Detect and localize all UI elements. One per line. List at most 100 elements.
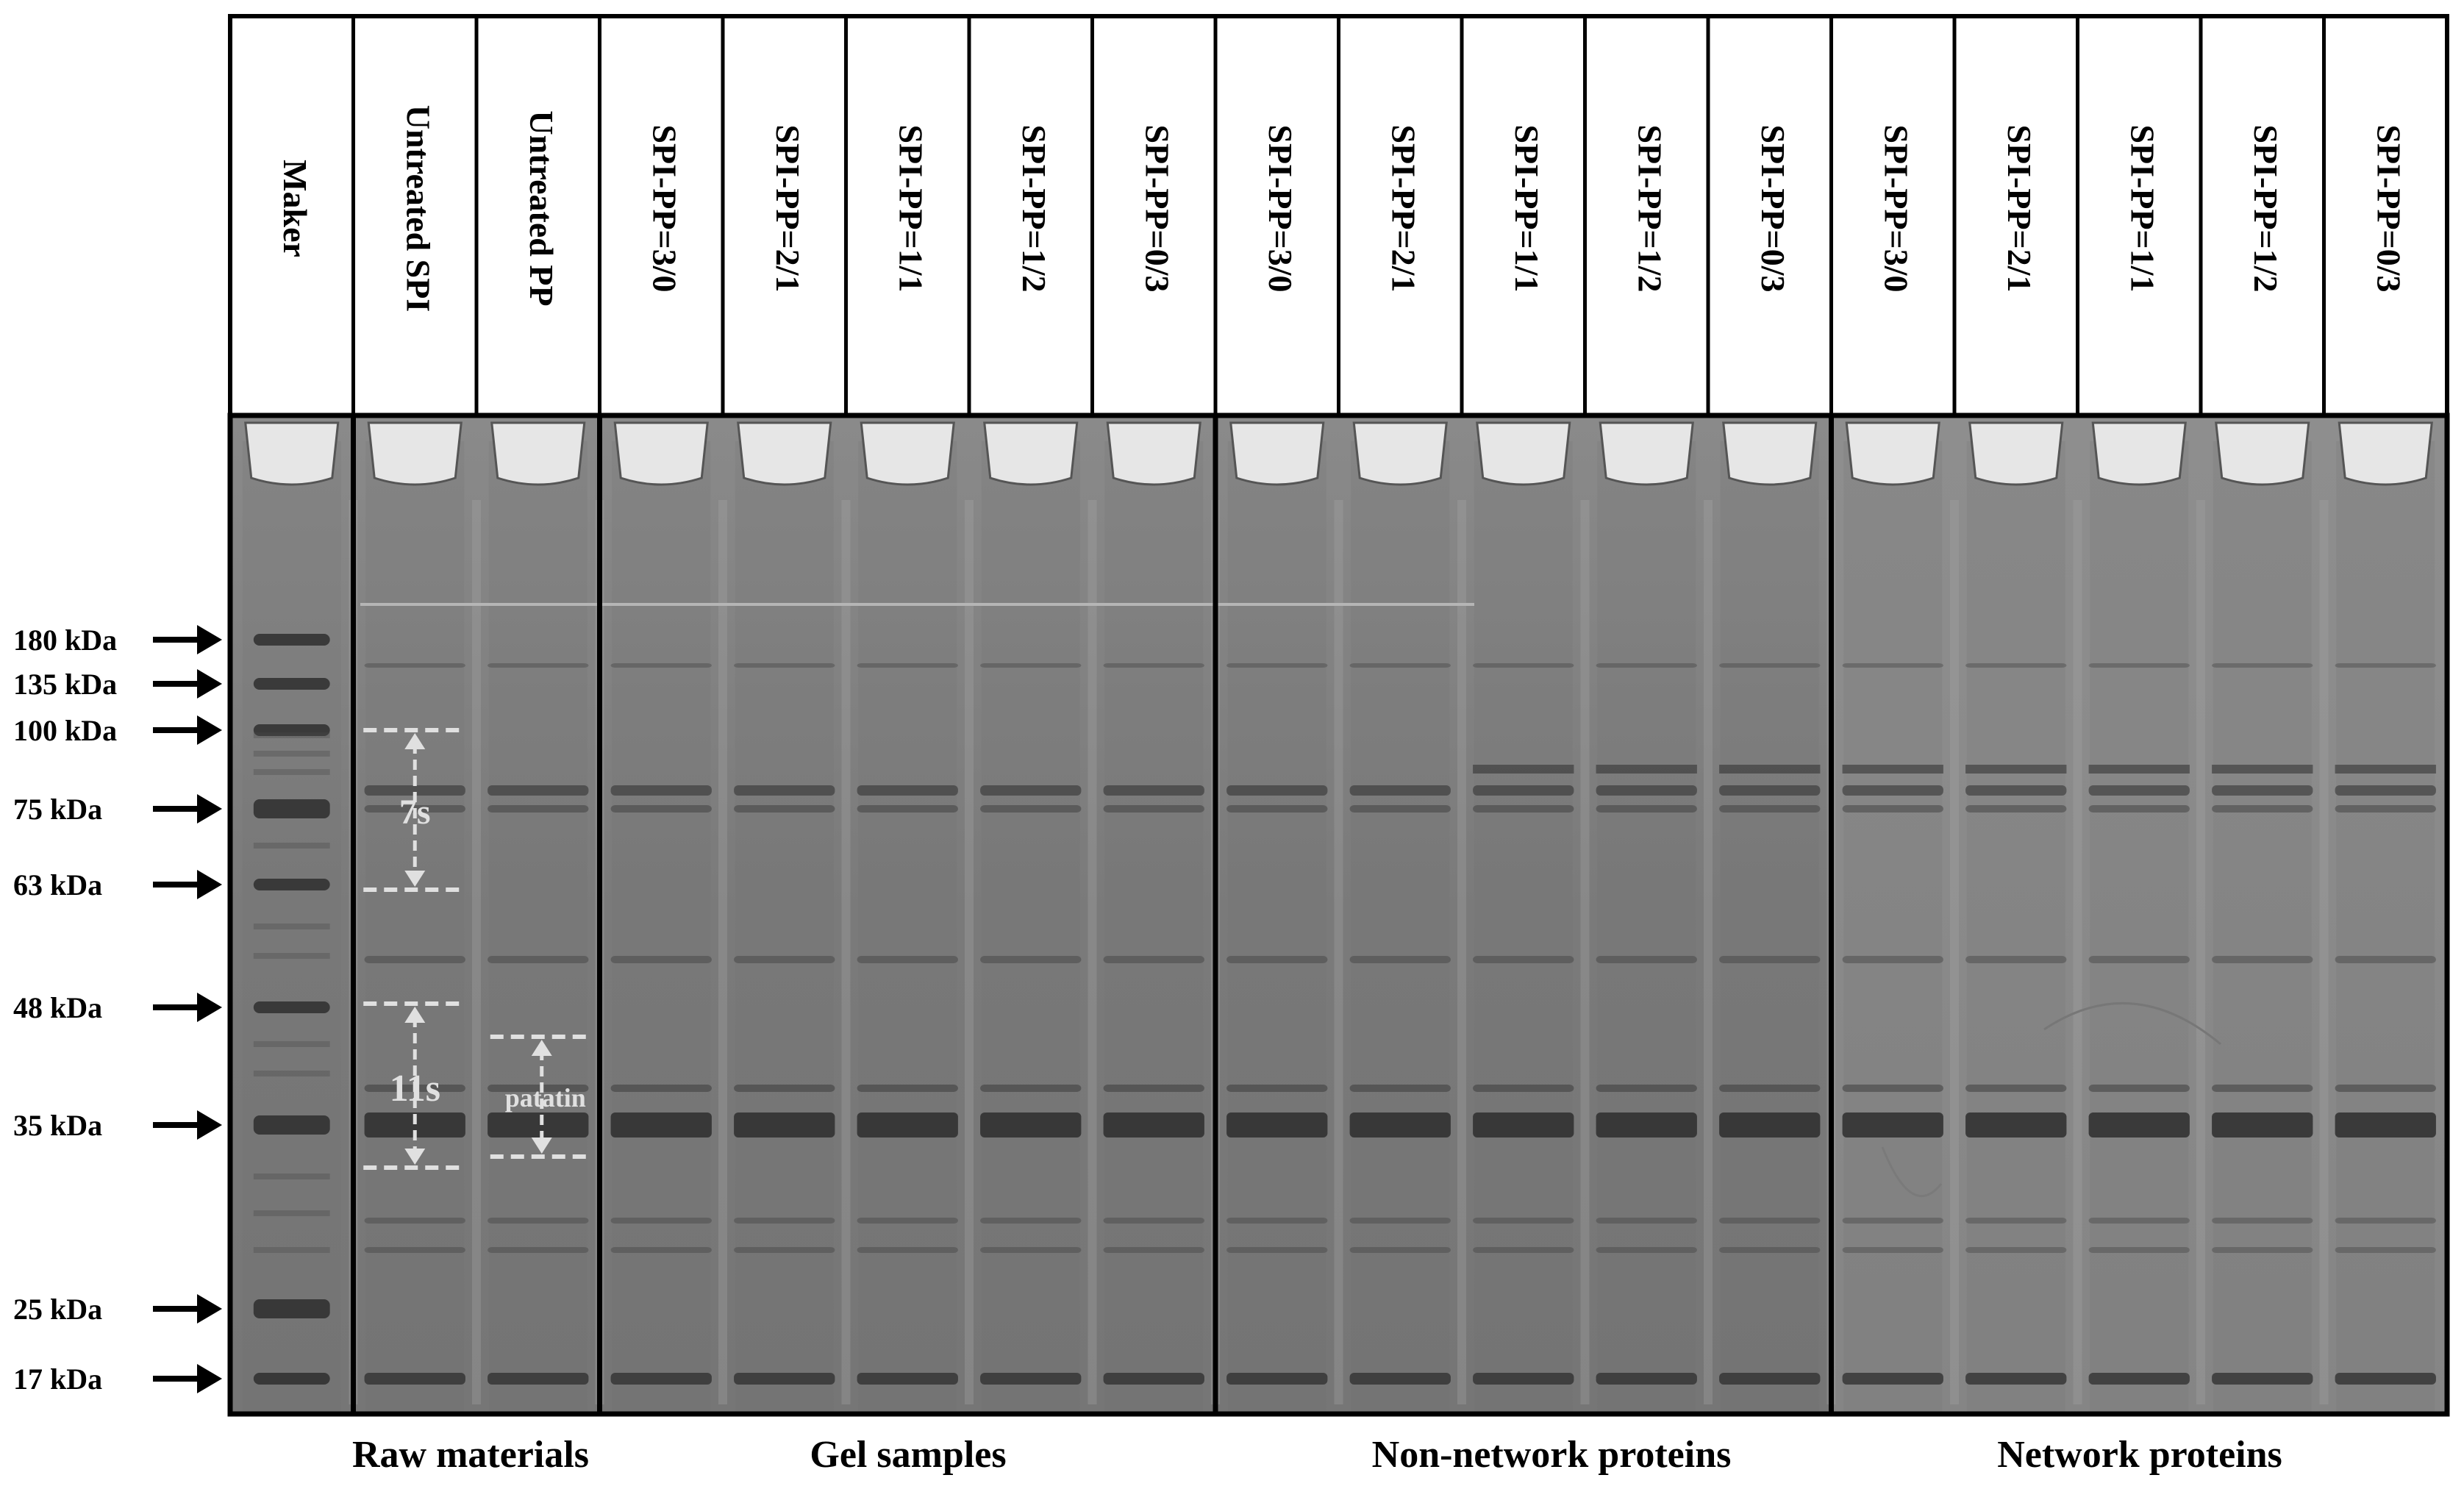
marker-faint-band — [253, 1071, 330, 1076]
sample-band — [1103, 956, 1204, 963]
marker-band — [253, 1299, 330, 1318]
sample-band — [1596, 1373, 1697, 1385]
lane-gap — [1580, 500, 1590, 1404]
sample-band — [1842, 785, 1943, 796]
sample-band — [734, 663, 835, 668]
lane-label: SPI-PP=1/1 — [893, 124, 930, 292]
sample-band — [1349, 663, 1451, 668]
sample-well — [244, 421, 340, 486]
marker-faint-band — [253, 1210, 330, 1216]
sample-band — [1473, 1218, 1574, 1224]
section-frame — [1829, 413, 2450, 1417]
lane-gap — [1950, 500, 1959, 1404]
marker-arrow-head — [197, 794, 222, 824]
lane-track — [858, 441, 957, 1412]
sample-band — [734, 1085, 835, 1092]
sample-band — [1103, 1247, 1204, 1253]
sample-band — [364, 785, 465, 796]
sample-band — [1596, 1247, 1697, 1253]
section-frames — [227, 413, 2450, 1417]
sample-band — [1349, 1218, 1451, 1224]
lane-track — [981, 441, 1080, 1412]
sample-band — [980, 1085, 1082, 1092]
sample-well — [983, 421, 1079, 486]
sample-band — [1473, 785, 1574, 796]
sample-band — [2088, 663, 2190, 668]
lane-gap — [2319, 500, 2329, 1404]
label-11s: 11s — [390, 1068, 440, 1110]
label-7s: 7s — [399, 793, 431, 832]
label-patatin: patatin — [505, 1083, 586, 1112]
sample-band — [488, 663, 589, 668]
sample-well — [1106, 421, 1201, 486]
sample-band — [1965, 1218, 2067, 1224]
lane-label: SPI-PP=0/3 — [1139, 124, 1176, 292]
marker-band — [253, 879, 330, 890]
sample-band — [1719, 785, 1821, 796]
marker-labels: 180 kDa 135 kDa 100 kDa 75 kDa 63 kDa 48 kDa 3… — [13, 624, 222, 1396]
sample-band — [734, 956, 835, 963]
sample-band — [488, 785, 589, 796]
sample-band — [488, 1085, 589, 1092]
marker-band — [253, 1001, 330, 1013]
sample-band — [2088, 1085, 2190, 1092]
sample-band — [2335, 765, 2436, 774]
sample-band — [980, 956, 1082, 963]
group-label: Gel samples — [810, 1434, 1006, 1476]
sample-band — [1226, 1085, 1328, 1092]
lane-track — [488, 441, 588, 1412]
sample-band — [1103, 663, 1204, 668]
sample-band — [1596, 956, 1697, 963]
lane-gap — [1088, 500, 1097, 1404]
lane-track — [1966, 441, 2065, 1412]
sample-band — [857, 1247, 958, 1253]
lane-track — [1597, 441, 1696, 1412]
lane-track — [612, 441, 711, 1412]
sample-band — [1842, 1247, 1943, 1253]
sample-band — [2335, 1218, 2436, 1224]
sample-band — [610, 1218, 712, 1224]
marker-arrow-head — [197, 625, 222, 654]
lane-label: SPI-PP=1/1 — [2124, 124, 2162, 292]
marker-label: 35 kDa — [13, 1109, 102, 1142]
marker-label: 180 kDa — [13, 624, 117, 657]
marker-faint-band — [253, 732, 330, 738]
sample-band — [364, 1247, 465, 1253]
sample-well — [1476, 421, 1571, 486]
sample-band — [488, 805, 589, 813]
sample-band — [1226, 1112, 1328, 1138]
sample-band — [1349, 1247, 1451, 1253]
sample-well — [860, 421, 955, 486]
sample-band — [1842, 663, 1943, 668]
gel-artifact-arc — [2043, 1002, 2221, 1046]
sample-band — [1473, 663, 1574, 668]
sample-band — [2088, 956, 2190, 963]
sample-band — [364, 1218, 465, 1224]
lane-gap — [1334, 500, 1343, 1404]
lane-gap — [2073, 500, 2082, 1404]
arrow-head-up — [404, 1007, 426, 1023]
sample-band — [2088, 1247, 2190, 1253]
sample-band — [1473, 805, 1574, 813]
sample-band — [1965, 1112, 2067, 1138]
sample-band — [2212, 785, 2313, 796]
lane-gap — [1457, 500, 1466, 1404]
marker-arrow-head — [197, 1110, 222, 1140]
sample-band — [857, 785, 958, 796]
sample-band — [610, 1373, 712, 1385]
marker-band — [253, 678, 330, 690]
marker-faint-band — [253, 769, 330, 775]
lane-track — [1843, 441, 1943, 1412]
sample-band — [1965, 805, 2067, 813]
sample-band — [610, 805, 712, 813]
sample-band — [1596, 1085, 1697, 1092]
sample-well — [367, 421, 463, 486]
lane-track — [2090, 441, 2189, 1412]
sample-band — [2212, 663, 2313, 668]
sample-band — [1349, 785, 1451, 796]
sample-band — [488, 956, 589, 963]
lane-track — [365, 441, 465, 1412]
sample-well — [1968, 421, 2064, 486]
gel-artifact-curve — [1881, 1146, 1943, 1198]
